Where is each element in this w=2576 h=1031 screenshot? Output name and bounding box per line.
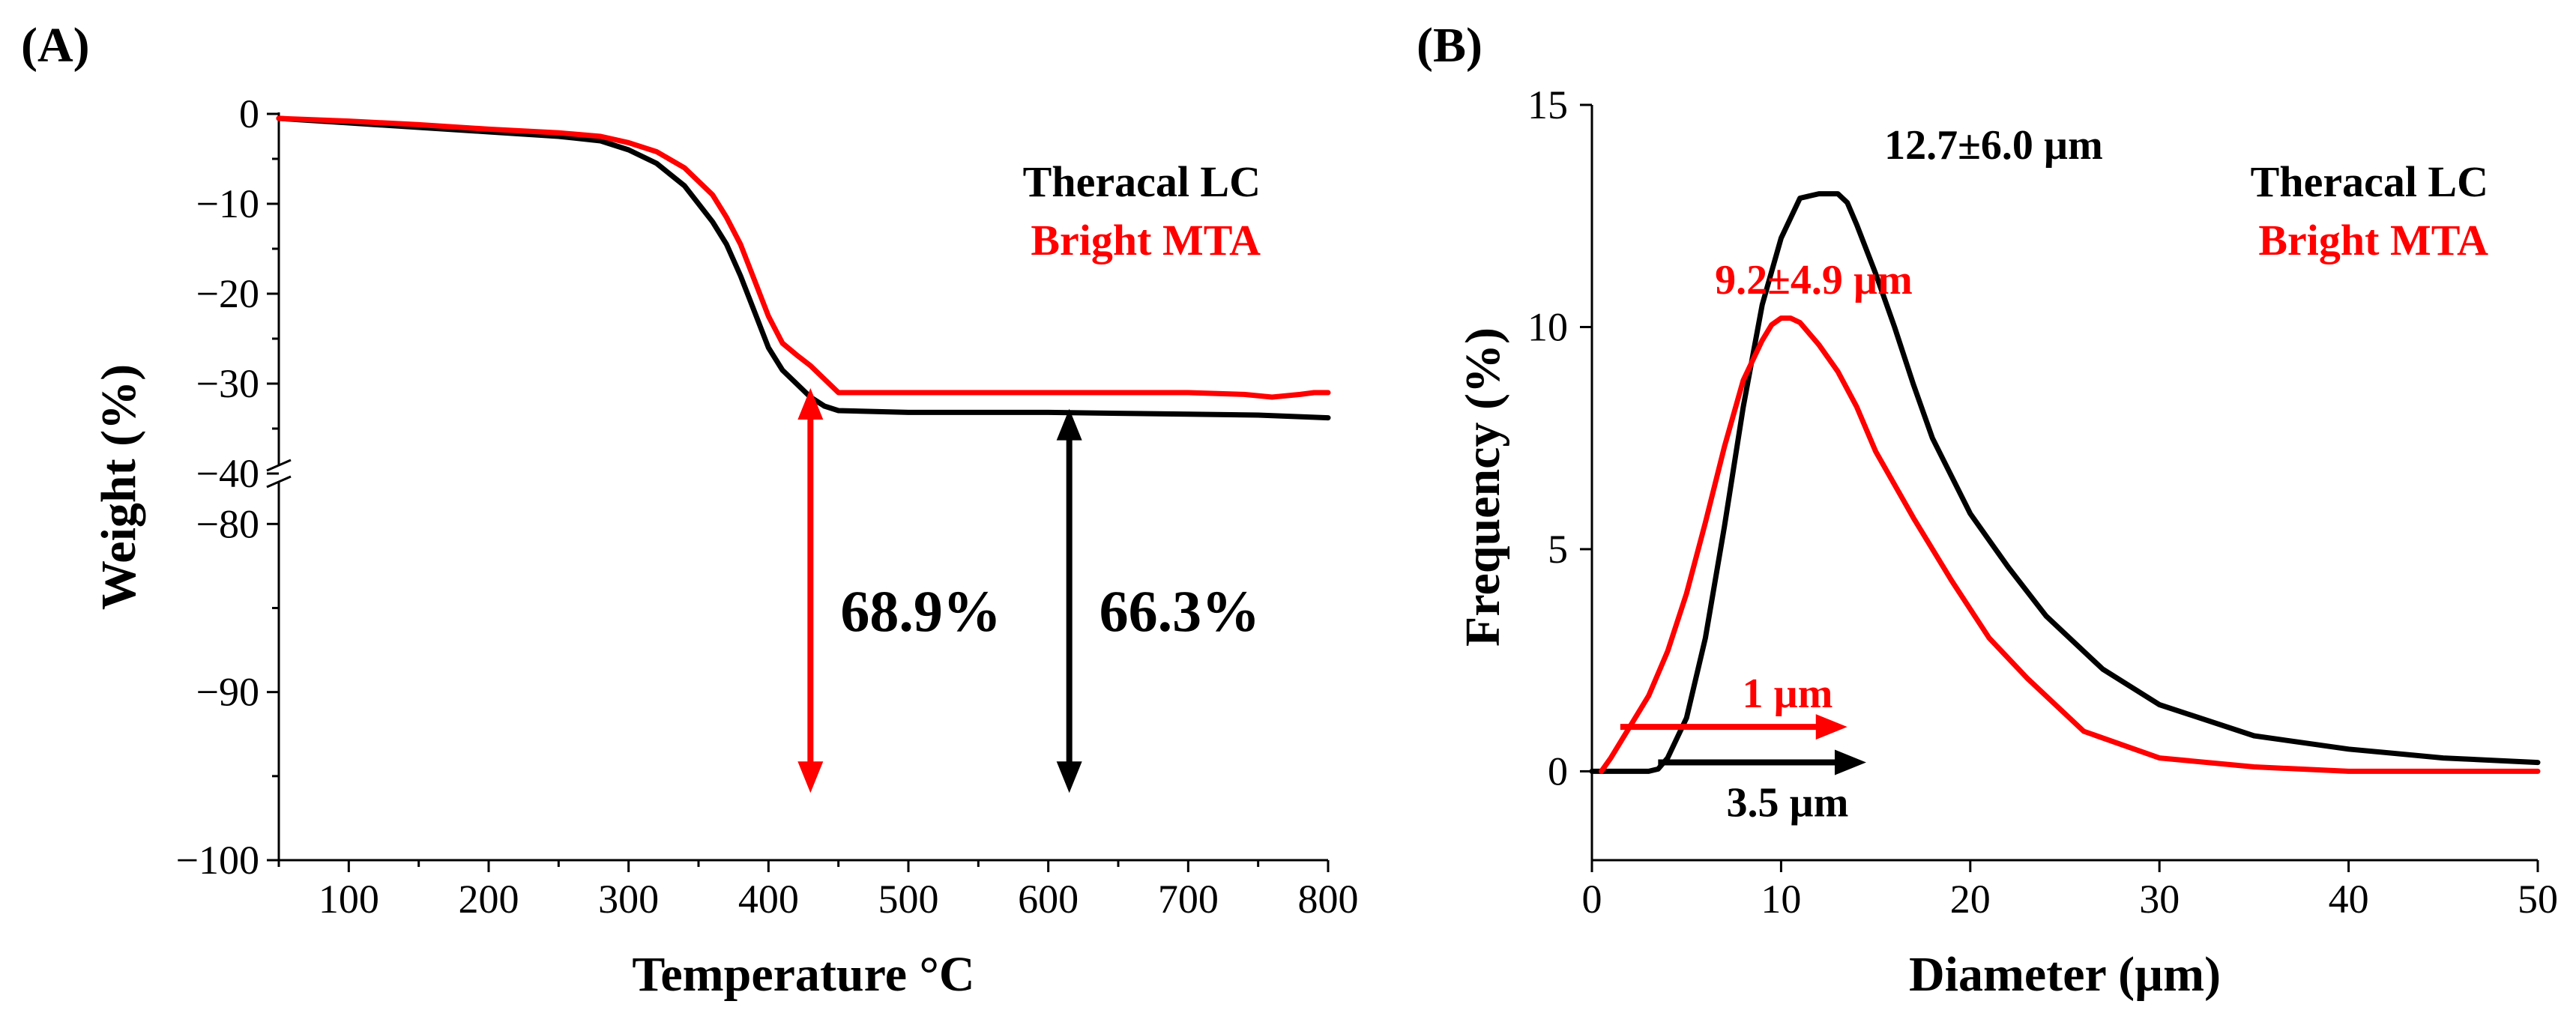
legend-bright-mta: Bright MTA [1031,216,1261,264]
series-line-bright-mta [276,115,1331,400]
x-tick-label: 50 [2518,877,2558,922]
y-tick-label: 15 [1527,82,1568,127]
chart-a: (A) 0 −10 −20 −30 −40 −80 −90 −100 100 200 300 400 50… [21,18,1359,1002]
panel-label-a: (A) [21,18,90,73]
percent-arrow-head [1056,408,1082,441]
y-tick-label: 5 [1548,527,1568,572]
y-tick-label: −40 [196,451,259,496]
mean-size-label-theracal: 12.7±6.0 µm [1884,122,2103,169]
x-tick-label: 0 [1582,877,1602,922]
y-tick-label: 0 [239,91,259,136]
x-tick-label: 600 [1018,877,1079,922]
y-tick-label: −80 [196,501,259,546]
x-tick-label: 800 [1298,877,1359,922]
series-line-theracal-lc [1589,191,2541,774]
x-tick-label: 30 [2139,877,2180,922]
percent-arrow-head [1056,761,1082,793]
percent-arrow-head [797,388,824,420]
span-arrow-label: 1 µm [1743,671,1833,717]
panel-label-b: (B) [1417,18,1482,73]
y-tick-label: 10 [1527,304,1568,349]
percent-label: 68.9% [840,578,1001,644]
y-axis-label: Weight (%) [91,364,146,610]
legend-bright-mta: Bright MTA [2258,216,2488,264]
mean-size-label-bright-mta: 9.2±4.9 µm [1715,257,1913,303]
series-line-theracal-lc [276,115,1331,421]
y-axis-label: Frequency (%) [1456,327,1510,647]
x-axis-label: Diameter (µm) [1909,947,2221,1002]
percent-label: 66.3% [1100,578,1261,644]
y-tick-label: −30 [196,361,259,406]
chart-b: (B) 0 5 10 15 0 10 20 30 40 50 Diameter (µm) Frequen… [1417,18,2558,1002]
axis-break-mark [266,475,292,489]
y-tick-label: 0 [1548,749,1568,793]
x-tick-label: 300 [598,877,659,922]
x-axis-label: Temperature °C [632,947,974,1002]
x-tick-label: 100 [319,877,379,922]
x-tick-label: 10 [1761,877,1801,922]
span-arrow-head [1834,749,1866,775]
percent-arrow-head [797,761,824,793]
span-arrow-label: 3.5 µm [1727,780,1849,826]
x-tick-label: 20 [1950,877,1991,922]
x-tick-label: 200 [459,877,519,922]
axis-break-mark [266,459,292,472]
x-tick-label: 40 [2329,877,2369,922]
y-tick-label: −100 [176,838,259,883]
x-tick-label: 400 [738,877,799,922]
series-line-bright-mta [1599,315,2541,774]
span-arrow-head [1815,714,1847,740]
y-tick-label: −90 [196,670,259,715]
x-tick-label: 700 [1158,877,1219,922]
y-tick-label: −10 [196,181,259,226]
legend-theracal-lc: Theracal LC [2251,157,2488,206]
legend-theracal-lc: Theracal LC [1023,157,1261,206]
y-tick-label: −20 [196,271,259,316]
x-tick-label: 500 [878,877,939,922]
